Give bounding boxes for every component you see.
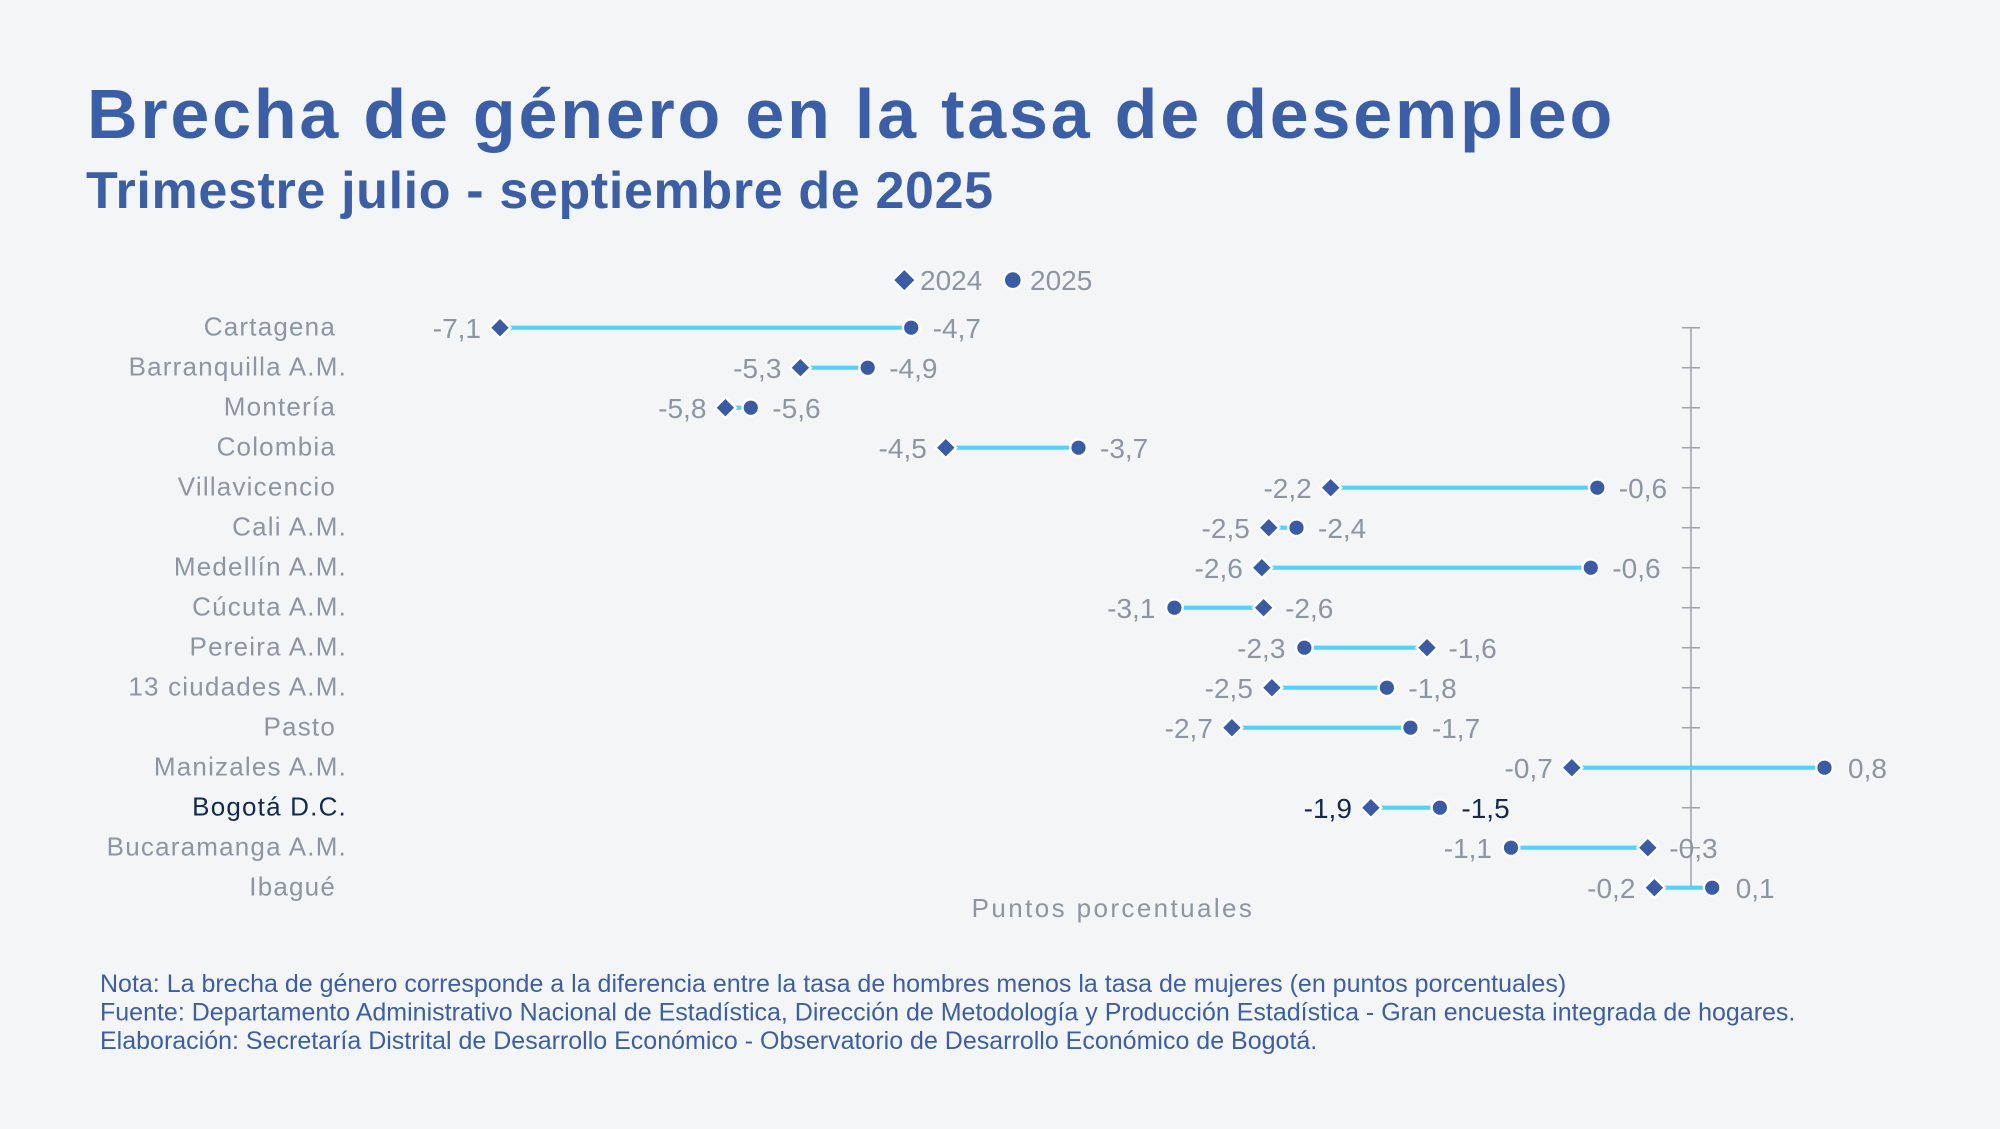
svg-text:Cali A.M.: Cali A.M. — [232, 512, 347, 542]
svg-text:Fuente: Departamento Administr: Fuente: Departamento Administrativo Naci… — [100, 998, 1795, 1026]
svg-text:Pasto: Pasto — [264, 712, 337, 742]
svg-text:-4,9: -4,9 — [889, 353, 937, 384]
svg-text:Brecha de género en la tasa de: Brecha de género en la tasa de desempleo — [87, 75, 1615, 153]
svg-text:-2,3: -2,3 — [1237, 633, 1285, 664]
svg-text:Colombia: Colombia — [217, 432, 336, 462]
svg-text:-5,8: -5,8 — [658, 393, 706, 424]
svg-text:-3,7: -3,7 — [1100, 433, 1148, 464]
svg-text:-4,7: -4,7 — [933, 313, 981, 344]
svg-text:Bucaramanga A.M.: Bucaramanga A.M. — [107, 832, 347, 862]
svg-text:-1,9: -1,9 — [1304, 793, 1352, 824]
svg-text:-1,8: -1,8 — [1408, 673, 1456, 704]
svg-text:Montería: Montería — [224, 392, 336, 422]
svg-text:-2,4: -2,4 — [1318, 513, 1366, 544]
svg-text:Puntos porcentuales: Puntos porcentuales — [972, 893, 1255, 923]
svg-text:-0,6: -0,6 — [1612, 553, 1660, 584]
svg-text:Elaboración: Secretaría Distri: Elaboración: Secretaría Distrital de Des… — [100, 1027, 1317, 1055]
svg-text:-0,6: -0,6 — [1619, 473, 1667, 504]
svg-text:Barranquilla A.M.: Barranquilla A.M. — [129, 352, 347, 382]
svg-text:Cúcuta A.M.: Cúcuta A.M. — [192, 592, 347, 622]
svg-text:-0,2: -0,2 — [1587, 873, 1635, 904]
svg-text:Bogotá D.C.: Bogotá D.C. — [192, 792, 347, 822]
svg-text:Nota: La brecha de género corr: Nota: La brecha de género corresponde a … — [100, 970, 1566, 998]
svg-text:-2,6: -2,6 — [1285, 593, 1333, 624]
svg-text:0,8: 0,8 — [1848, 753, 1887, 784]
svg-text:Ibagué: Ibagué — [249, 872, 336, 902]
svg-text:-4,5: -4,5 — [879, 433, 927, 464]
svg-text:-5,6: -5,6 — [772, 393, 820, 424]
svg-text:2024: 2024 — [920, 265, 982, 296]
svg-text:-0,3: -0,3 — [1669, 833, 1717, 864]
svg-text:-1,6: -1,6 — [1449, 633, 1497, 664]
svg-text:-7,1: -7,1 — [433, 313, 481, 344]
svg-text:2025: 2025 — [1030, 265, 1092, 296]
svg-text:13 ciudades A.M.: 13 ciudades A.M. — [128, 672, 347, 702]
svg-text:-3,1: -3,1 — [1107, 593, 1155, 624]
svg-text:-2,5: -2,5 — [1202, 513, 1250, 544]
svg-text:-2,7: -2,7 — [1165, 713, 1213, 744]
svg-text:-1,5: -1,5 — [1461, 793, 1509, 824]
svg-text:-1,7: -1,7 — [1432, 713, 1480, 744]
svg-text:Cartagena: Cartagena — [204, 312, 336, 342]
svg-text:-2,5: -2,5 — [1205, 673, 1253, 704]
svg-text:Medellín A.M.: Medellín A.M. — [174, 552, 347, 582]
svg-text:Manizales A.M.: Manizales A.M. — [154, 752, 347, 782]
svg-text:-0,7: -0,7 — [1505, 753, 1553, 784]
svg-text:-2,2: -2,2 — [1263, 473, 1311, 504]
svg-text:-2,6: -2,6 — [1195, 553, 1243, 584]
svg-text:0,1: 0,1 — [1736, 873, 1775, 904]
svg-text:-1,1: -1,1 — [1444, 833, 1492, 864]
svg-text:Trimestre julio - septiembre d: Trimestre julio - septiembre de 2025 — [86, 162, 994, 220]
svg-text:Pereira A.M.: Pereira A.M. — [190, 632, 347, 662]
svg-text:-5,3: -5,3 — [733, 353, 781, 384]
svg-text:Villavicencio: Villavicencio — [178, 472, 336, 502]
